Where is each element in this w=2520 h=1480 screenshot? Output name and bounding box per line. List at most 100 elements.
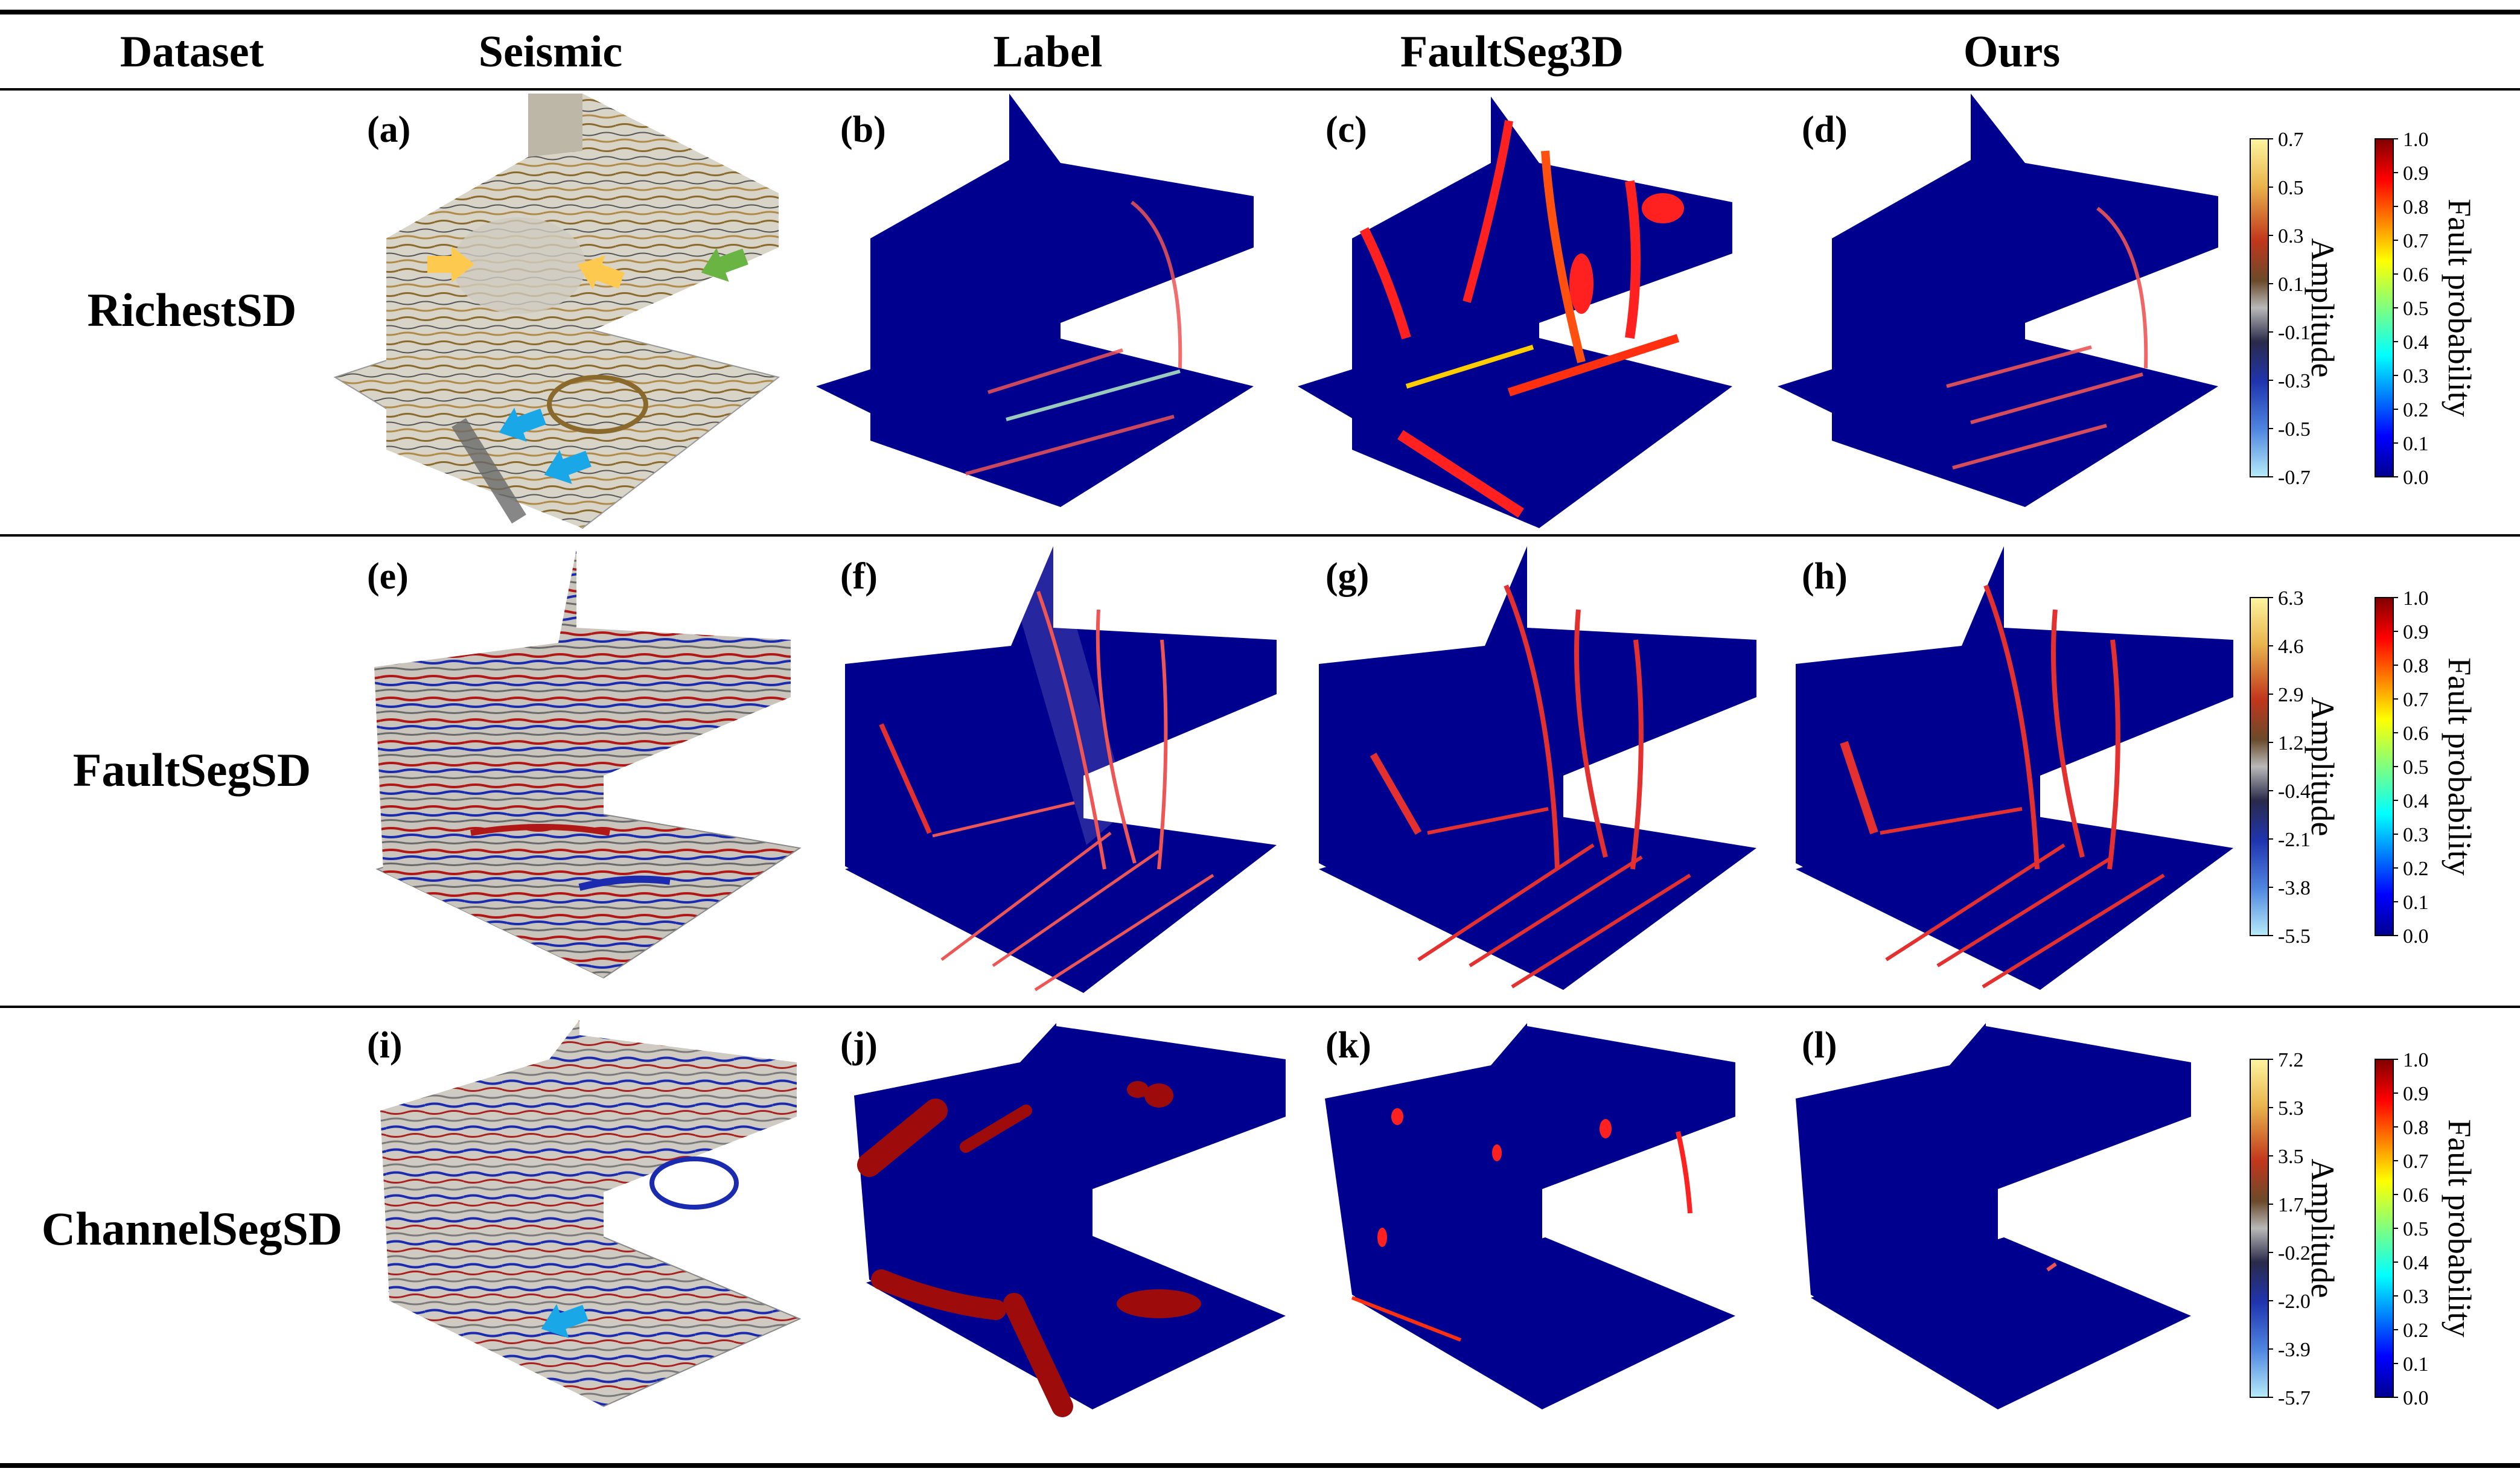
probability-tick: 0.9 [2403, 1083, 2429, 1105]
probability-tick: 1.0 [2403, 587, 2429, 610]
amplitude-colorbar-title: Amplitude [2305, 697, 2341, 837]
panel-label-d: (d) [1802, 109, 1848, 150]
amplitude-tick: 2.9 [2278, 684, 2304, 706]
panel-label-j: (j) [840, 1025, 878, 1066]
probability-tick: 0.0 [2403, 925, 2429, 948]
probability-tick: 0.4 [2403, 331, 2429, 354]
fault-probability-colorbar [2375, 138, 2394, 477]
dataset-name-richestsd: RichestSD [88, 284, 297, 336]
amplitude-tick: -0.3 [2278, 370, 2311, 392]
amplitude-tick: -5.7 [2278, 1387, 2311, 1409]
fault-probability-colorbar [2375, 1059, 2394, 1398]
probability-tick: 0.1 [2403, 433, 2429, 455]
amplitude-tick: -0.1 [2278, 322, 2311, 344]
probability-tick: 0.7 [2403, 230, 2429, 252]
ours-volume-d [1778, 94, 2218, 507]
amplitude-colorbar [2250, 1059, 2269, 1398]
panel-label-g: (g) [1325, 556, 1369, 597]
label-volume-j [854, 1023, 1286, 1417]
panel-label-e: (e) [367, 556, 409, 597]
amplitude-tick: 1.7 [2278, 1194, 2304, 1216]
faultseg3d-volume-c [1298, 97, 1732, 528]
fault-probability-colorbar-title: Fault probability [2442, 199, 2478, 416]
row-divider-2 [0, 1006, 2520, 1008]
amplitude-colorbar [2250, 138, 2269, 477]
amplitude-tick: 0.7 [2278, 129, 2304, 151]
probability-tick: 0.1 [2403, 1353, 2429, 1376]
header-label: Label [994, 27, 1103, 77]
bottom-rule [0, 1463, 2520, 1468]
probability-tick: 0.0 [2403, 467, 2429, 489]
panel-label-a: (a) [367, 109, 410, 150]
row-divider-1 [0, 534, 2520, 537]
ours-volume-l [1796, 1023, 2191, 1409]
probability-tick: 0.8 [2403, 1117, 2429, 1139]
probability-tick: 0.3 [2403, 1286, 2429, 1308]
probability-tick: 0.3 [2403, 824, 2429, 846]
panel-label-h: (h) [1802, 556, 1848, 597]
amplitude-tick: -0.4 [2278, 780, 2311, 803]
header-rule [0, 88, 2520, 91]
amplitude-colorbar-title: Amplitude [2305, 238, 2341, 378]
amplitude-tick: 3.5 [2278, 1146, 2304, 1168]
probability-tick: 0.2 [2403, 1319, 2429, 1342]
probability-tick: 0.6 [2403, 722, 2429, 745]
probability-tick: 0.9 [2403, 621, 2429, 643]
colorbars: 0.7 0.5 0.3 0.1 -0.1 -0.3 -0.5 -0.7 Amplitude 1.0… [2250, 129, 2478, 1409]
amplitude-tick: 6.3 [2278, 587, 2304, 610]
probability-tick: 0.6 [2403, 1184, 2429, 1207]
panel-label-b: (b) [840, 109, 886, 150]
top-rule [0, 10, 2520, 14]
amplitude-tick: -5.5 [2278, 925, 2311, 948]
probability-tick: 0.0 [2403, 1387, 2429, 1409]
probability-tick: 0.7 [2403, 689, 2429, 711]
panel-label-c: (c) [1325, 109, 1367, 150]
amplitude-colorbar-title: Amplitude [2305, 1159, 2341, 1298]
amplitude-tick: 5.3 [2278, 1097, 2304, 1120]
probability-tick: 0.3 [2403, 365, 2429, 388]
probability-tick: 0.2 [2403, 858, 2429, 880]
panel-label-i: (i) [367, 1025, 403, 1066]
probability-tick: 0.5 [2403, 1218, 2429, 1240]
amplitude-tick: 0.3 [2278, 225, 2304, 247]
probability-tick: 0.9 [2403, 162, 2429, 185]
faultseg3d-volume-k [1325, 1023, 1735, 1409]
label-volume-f [845, 546, 1277, 993]
ours-volume-h [1796, 546, 2233, 990]
panel-label-l: (l) [1802, 1025, 1837, 1066]
amplitude-colorbar [2250, 597, 2269, 936]
faultseg3d-volume-g [1319, 546, 1756, 990]
seismic-volume-e [374, 549, 802, 979]
probability-tick: 0.5 [2403, 756, 2429, 779]
amplitude-tick: -2.0 [2278, 1290, 2311, 1313]
fault-probability-colorbar-title: Fault probability [2442, 1119, 2478, 1337]
amplitude-tick: 4.6 [2278, 636, 2304, 658]
header-dataset: Dataset [120, 27, 264, 77]
fault-probability-colorbar-title: Fault probability [2442, 657, 2478, 875]
probability-tick: 0.8 [2403, 196, 2429, 218]
header-ours: Ours [1963, 27, 2060, 77]
probability-tick: 0.4 [2403, 1252, 2429, 1274]
fault-probability-colorbar [2375, 597, 2394, 936]
amplitude-tick: 0.1 [2278, 273, 2304, 296]
seismic-volume-a [333, 94, 780, 529]
probability-tick: 0.2 [2403, 399, 2429, 421]
amplitude-tick: -2.1 [2278, 829, 2311, 851]
amplitude-tick: 0.5 [2278, 177, 2304, 199]
amplitude-tick: -3.8 [2278, 877, 2311, 899]
amplitude-tick: -0.2 [2278, 1242, 2311, 1265]
panel-label-f: (f) [840, 556, 878, 597]
probability-tick: 1.0 [2403, 1049, 2429, 1071]
probability-tick: 0.4 [2403, 790, 2429, 812]
seismic-volume-i [380, 1020, 802, 1408]
header-faultseg3d: FaultSeg3D [1400, 27, 1624, 77]
amplitude-tick: 7.2 [2278, 1049, 2304, 1071]
panel-label-k: (k) [1325, 1025, 1371, 1066]
dataset-name-channelsegsd: ChannelSegSD [42, 1202, 342, 1255]
probability-tick: 1.0 [2403, 129, 2429, 151]
probability-tick: 0.7 [2403, 1150, 2429, 1173]
probability-tick: 0.1 [2403, 892, 2429, 914]
probability-tick: 0.5 [2403, 298, 2429, 320]
amplitude-tick: -0.5 [2278, 418, 2311, 441]
label-volume-b [816, 94, 1254, 507]
